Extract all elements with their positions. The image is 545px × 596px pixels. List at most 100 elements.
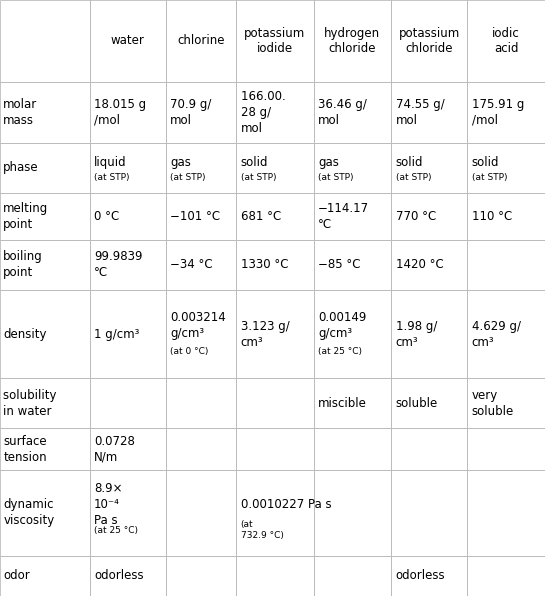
Bar xyxy=(89,470,166,556)
Text: 18.015 g
/mol: 18.015 g /mol xyxy=(94,98,146,127)
Text: 1 g/cm³: 1 g/cm³ xyxy=(94,328,140,340)
Bar xyxy=(166,556,236,596)
Text: odor: odor xyxy=(3,569,30,582)
Bar xyxy=(391,290,468,378)
Bar xyxy=(166,0,236,82)
Text: boiling
point: boiling point xyxy=(3,250,43,280)
Text: 681 °C: 681 °C xyxy=(240,210,281,223)
Text: 175.91 g
/mol: 175.91 g /mol xyxy=(472,98,524,127)
Bar xyxy=(166,290,236,378)
Text: (at 25 °C): (at 25 °C) xyxy=(94,526,138,535)
Text: 74.55 g/
mol: 74.55 g/ mol xyxy=(396,98,444,127)
Bar xyxy=(391,429,468,470)
Bar xyxy=(391,82,468,143)
Bar xyxy=(468,240,545,290)
Text: miscible: miscible xyxy=(318,397,367,410)
Text: odorless: odorless xyxy=(94,569,143,582)
Text: (at 0 °C): (at 0 °C) xyxy=(170,347,209,356)
Text: (at
732.9 °C): (at 732.9 °C) xyxy=(240,520,283,540)
Bar xyxy=(0,378,89,429)
Text: (at 25 °C): (at 25 °C) xyxy=(318,347,362,356)
Text: 4.629 g/
cm³: 4.629 g/ cm³ xyxy=(472,319,521,349)
Text: 8.9×
10⁻⁴
Pa s: 8.9× 10⁻⁴ Pa s xyxy=(94,482,123,527)
Bar xyxy=(314,378,391,429)
Bar xyxy=(0,470,89,556)
Bar xyxy=(391,240,468,290)
Text: (at STP): (at STP) xyxy=(170,173,206,182)
Bar xyxy=(236,0,314,82)
Text: 36.46 g/
mol: 36.46 g/ mol xyxy=(318,98,367,127)
Bar xyxy=(0,193,89,240)
Text: iodic
acid: iodic acid xyxy=(492,27,520,55)
Bar xyxy=(236,378,314,429)
Text: soluble: soluble xyxy=(396,397,438,410)
Bar xyxy=(391,556,468,596)
Bar xyxy=(391,378,468,429)
Bar xyxy=(89,378,166,429)
Text: 70.9 g/
mol: 70.9 g/ mol xyxy=(170,98,211,127)
Bar xyxy=(314,429,391,470)
Bar xyxy=(89,193,166,240)
Bar xyxy=(166,240,236,290)
Text: (at STP): (at STP) xyxy=(396,173,431,182)
Text: gas: gas xyxy=(318,156,339,169)
Bar xyxy=(391,0,468,82)
Bar xyxy=(468,193,545,240)
Bar xyxy=(236,240,314,290)
Bar xyxy=(0,556,89,596)
Bar xyxy=(391,193,468,240)
Text: −114.17
°C: −114.17 °C xyxy=(318,201,369,231)
Bar xyxy=(314,290,391,378)
Bar xyxy=(89,82,166,143)
Text: 0.003214
g/cm³: 0.003214 g/cm³ xyxy=(170,311,226,340)
Text: surface
tension: surface tension xyxy=(3,434,47,464)
Text: 110 °C: 110 °C xyxy=(472,210,512,223)
Text: −101 °C: −101 °C xyxy=(170,210,220,223)
Text: very
soluble: very soluble xyxy=(472,389,514,418)
Bar xyxy=(468,290,545,378)
Bar xyxy=(166,378,236,429)
Bar xyxy=(468,470,545,556)
Bar xyxy=(89,240,166,290)
Bar xyxy=(468,143,545,193)
Bar xyxy=(0,143,89,193)
Text: 3.123 g/
cm³: 3.123 g/ cm³ xyxy=(240,319,289,349)
Bar xyxy=(468,82,545,143)
Bar xyxy=(468,429,545,470)
Text: gas: gas xyxy=(170,156,191,169)
Bar xyxy=(236,143,314,193)
Bar xyxy=(89,143,166,193)
Bar xyxy=(236,429,314,470)
Bar xyxy=(468,378,545,429)
Bar xyxy=(314,470,391,556)
Bar xyxy=(236,82,314,143)
Bar xyxy=(89,290,166,378)
Bar xyxy=(314,0,391,82)
Text: chlorine: chlorine xyxy=(177,35,225,48)
Bar xyxy=(391,143,468,193)
Bar xyxy=(89,0,166,82)
Text: 770 °C: 770 °C xyxy=(396,210,436,223)
Bar xyxy=(166,429,236,470)
Text: liquid: liquid xyxy=(94,156,126,169)
Bar xyxy=(236,193,314,240)
Bar xyxy=(166,470,236,556)
Bar xyxy=(0,82,89,143)
Text: 0 °C: 0 °C xyxy=(94,210,119,223)
Text: 166.00⁠.
28 g/
mol: 166.00⁠. 28 g/ mol xyxy=(240,90,285,135)
Text: 99.9839
°C: 99.9839 °C xyxy=(94,250,142,280)
Bar xyxy=(314,556,391,596)
Text: −85 °C: −85 °C xyxy=(318,258,361,271)
Bar xyxy=(0,240,89,290)
Bar xyxy=(468,0,545,82)
Text: (at STP): (at STP) xyxy=(318,173,354,182)
Bar xyxy=(314,82,391,143)
Text: (at STP): (at STP) xyxy=(472,173,507,182)
Text: 0.0728
N/m: 0.0728 N/m xyxy=(94,434,135,464)
Bar xyxy=(314,193,391,240)
Bar xyxy=(0,290,89,378)
Bar xyxy=(236,470,314,556)
Text: solid: solid xyxy=(396,156,423,169)
Text: solid: solid xyxy=(472,156,499,169)
Text: water: water xyxy=(111,35,145,48)
